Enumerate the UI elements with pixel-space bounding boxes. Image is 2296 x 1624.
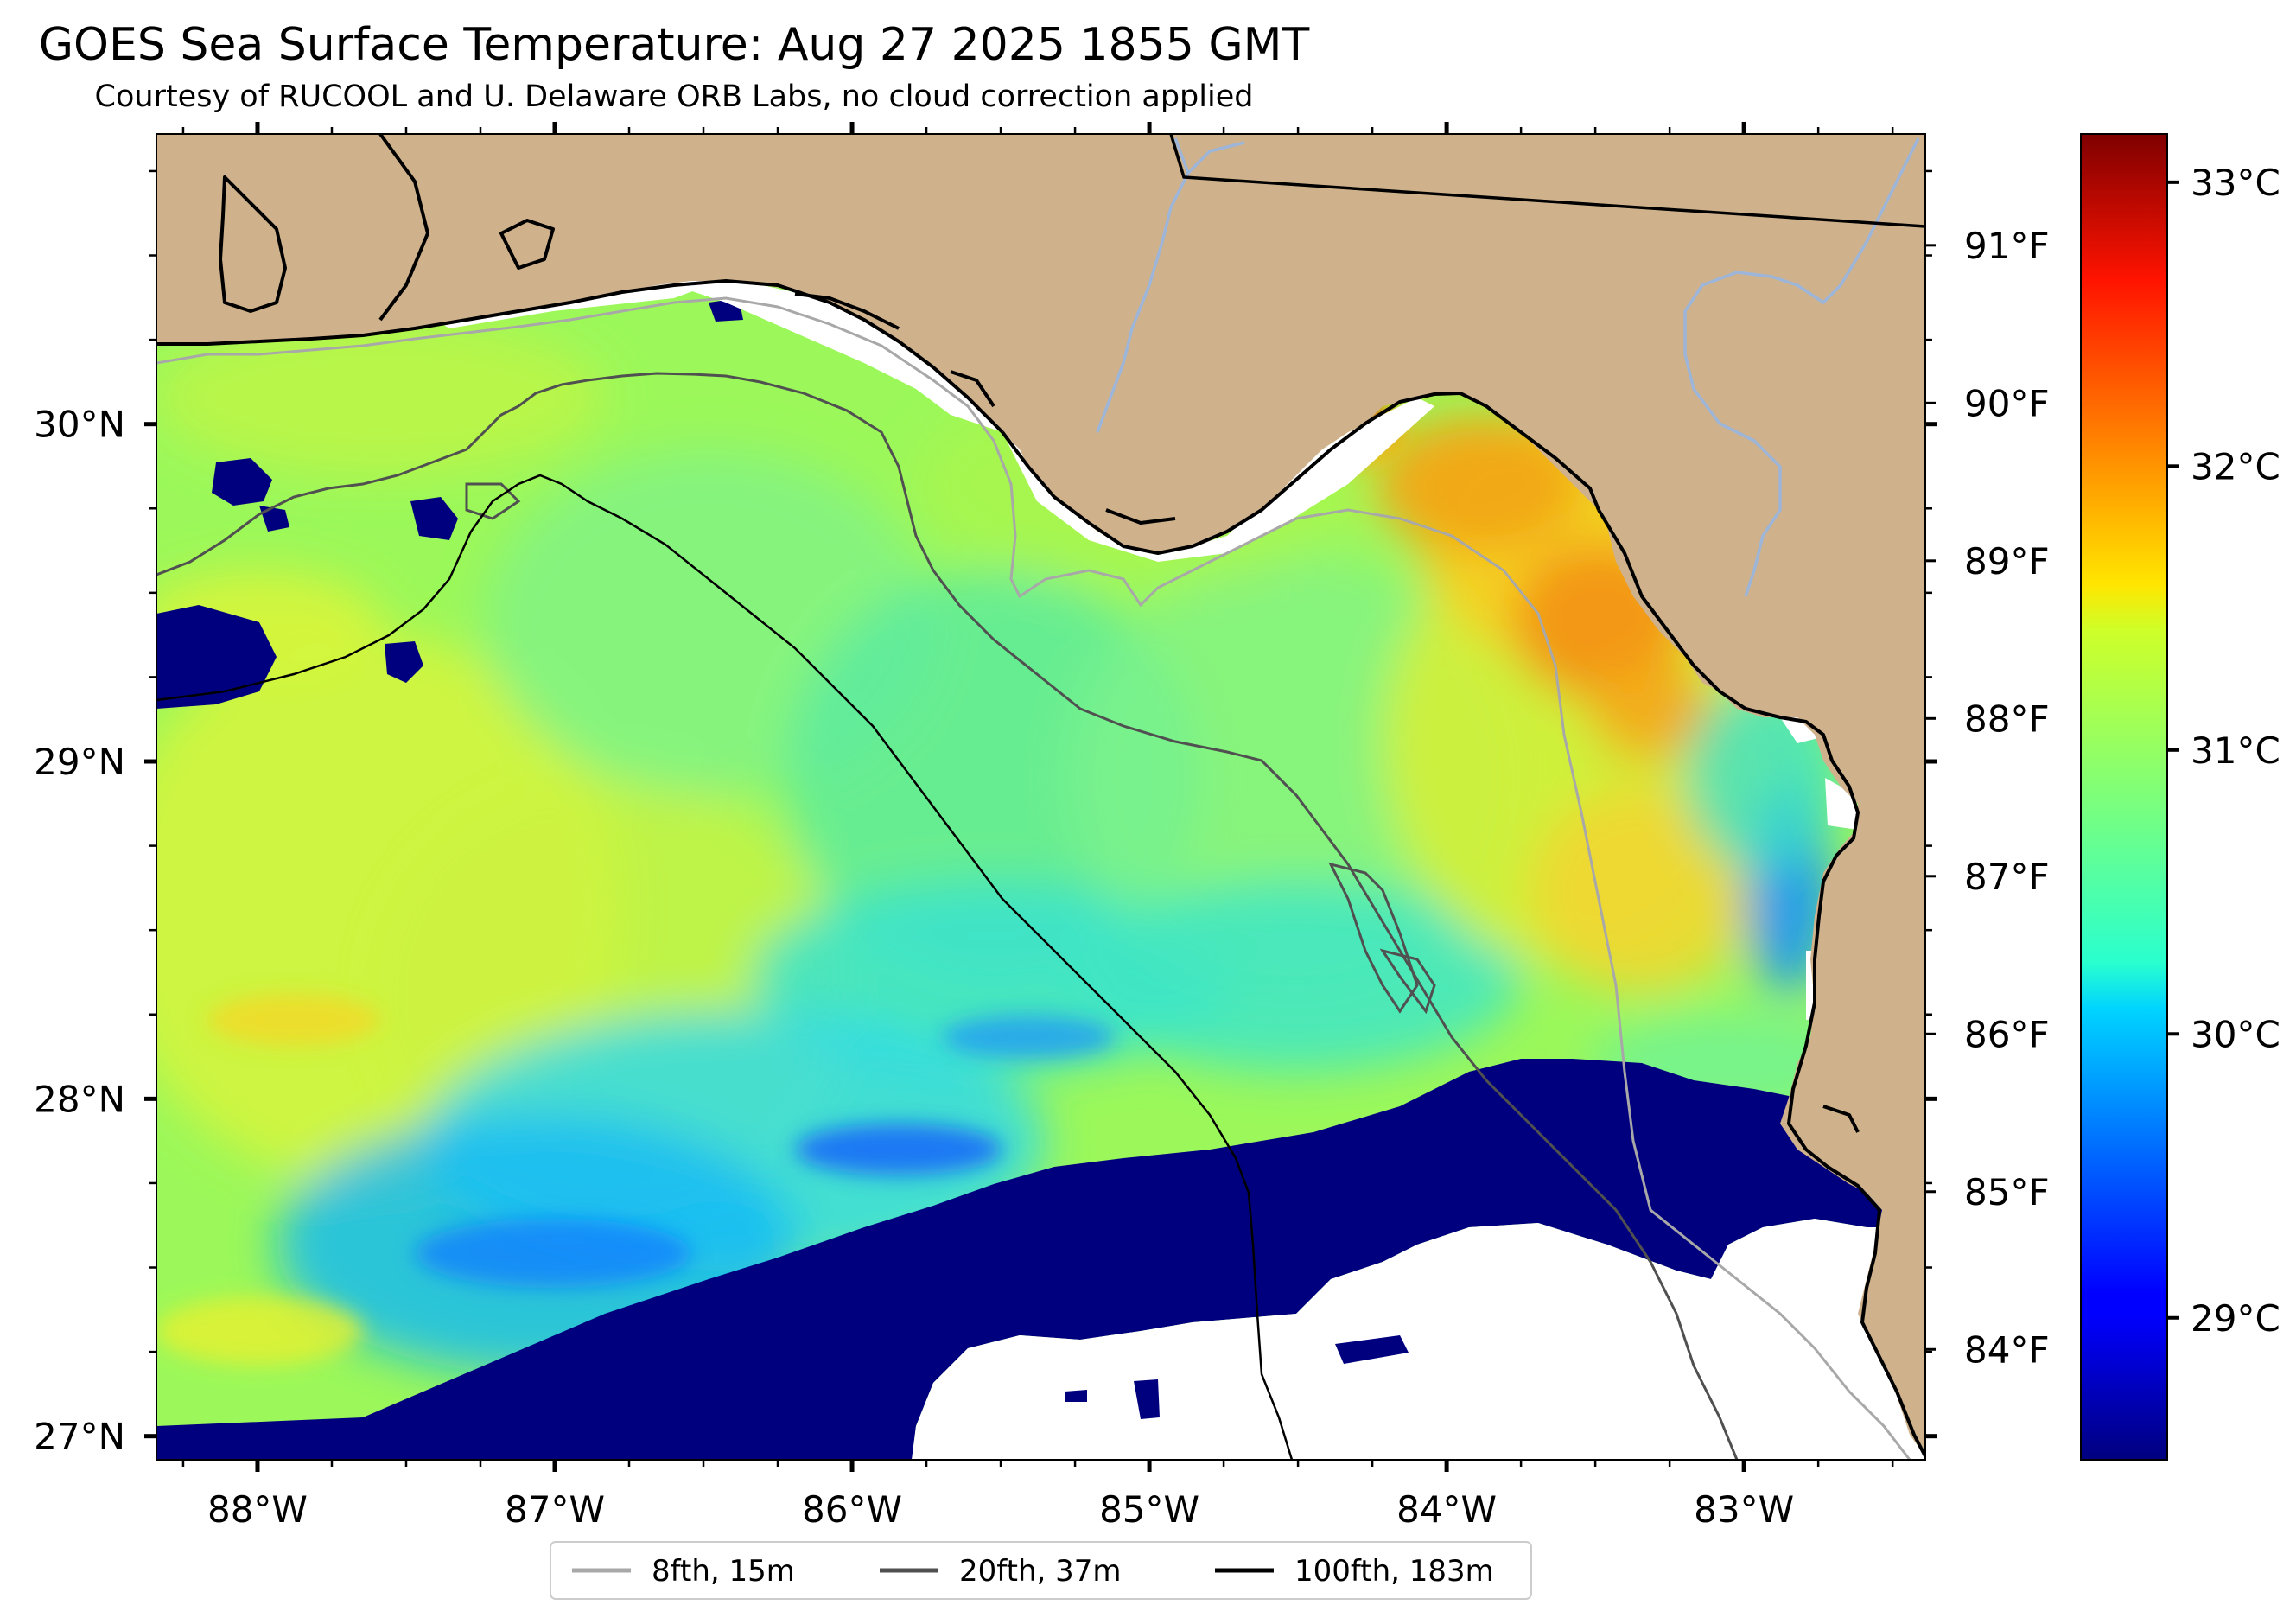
- lon-tick-label: 83°W: [1694, 1488, 1794, 1531]
- colorbar-tick-label: 31°C: [2191, 729, 2280, 772]
- chart-title: GOES Sea Surface Temperature: Aug 27 202…: [38, 19, 1310, 71]
- fahrenheit-tick-label: 87°F: [1964, 856, 2050, 898]
- lon-tick-label: 86°W: [802, 1488, 902, 1531]
- contour-8fth: [156, 296, 1911, 1460]
- lat-tick-label: 28°N: [34, 1078, 125, 1120]
- map-area: [156, 134, 1925, 1460]
- legend-label: 100fth, 183m: [1294, 1554, 1494, 1589]
- fahrenheit-tick-label: 86°F: [1964, 1013, 2050, 1055]
- legend-box: [550, 1541, 1532, 1600]
- fahrenheit-tick-label: 84°F: [1964, 1328, 2050, 1371]
- state-boundary: [1169, 134, 1925, 228]
- lon-tick-label: 85°W: [1099, 1488, 1199, 1531]
- colorbar-tick-label: 30°C: [2191, 1013, 2280, 1055]
- map-frame: [156, 133, 1926, 1461]
- colorbar: 33°C 32°C 31°C 30°C 29°C: [2080, 133, 2280, 1461]
- lat-tick-label: 27°N: [34, 1416, 125, 1458]
- no-data-region: [912, 1219, 1925, 1460]
- sst-field: [156, 320, 1867, 1374]
- lon-tick-label: 87°W: [505, 1488, 605, 1531]
- colorbar-tick-label: 32°C: [2191, 445, 2280, 487]
- lon-tick-label: 84°W: [1396, 1488, 1497, 1531]
- latitude-axis: 30°N 29°N 28°N 27°N: [34, 404, 156, 1458]
- coastline: [156, 134, 1925, 1457]
- lat-tick-label: 29°N: [34, 741, 125, 783]
- lon-tick-label: 88°W: [207, 1488, 308, 1531]
- fahrenheit-tick-label: 88°F: [1964, 697, 2050, 740]
- colorbar-ticks: 33°C 32°C 31°C 30°C 29°C: [2167, 162, 2280, 1340]
- land: [156, 134, 1925, 1456]
- fahrenheit-tick-label: 89°F: [1964, 540, 2050, 583]
- fahrenheit-axis: 91°F 90°F 89°F 88°F 87°F 86°F 85°F 84°F: [1925, 225, 2050, 1371]
- colorbar-gradient: [2080, 133, 2168, 1461]
- legend: 8fth, 15m 20fth, 37m 100fth, 183m: [550, 1541, 1532, 1600]
- longitude-axis: 88°W 87°W 86°W 85°W 84°W 83°W: [207, 122, 1794, 1531]
- fahrenheit-tick-label: 90°F: [1964, 382, 2050, 424]
- sst-detail: [156, 398, 1871, 1366]
- colorbar-tick-label: 29°C: [2191, 1297, 2280, 1340]
- chart-subtitle: Courtesy of RUCOOL and U. Delaware ORB L…: [94, 80, 1254, 114]
- legend-label: 8fth, 15m: [652, 1554, 795, 1589]
- minor-ticks: [149, 127, 1937, 1467]
- lat-tick-label: 30°N: [34, 404, 125, 446]
- colorbar-tick-label: 33°C: [2191, 162, 2280, 204]
- rivers: [1096, 137, 1920, 597]
- contour-100fth: [156, 474, 1294, 1460]
- contour-20fth: [156, 372, 1739, 1460]
- cloud-contaminated-regions: [156, 298, 1925, 1460]
- legend-label: 20fth, 37m: [959, 1554, 1122, 1589]
- fahrenheit-tick-label: 91°F: [1964, 225, 2050, 267]
- fahrenheit-tick-label: 85°F: [1964, 1171, 2050, 1213]
